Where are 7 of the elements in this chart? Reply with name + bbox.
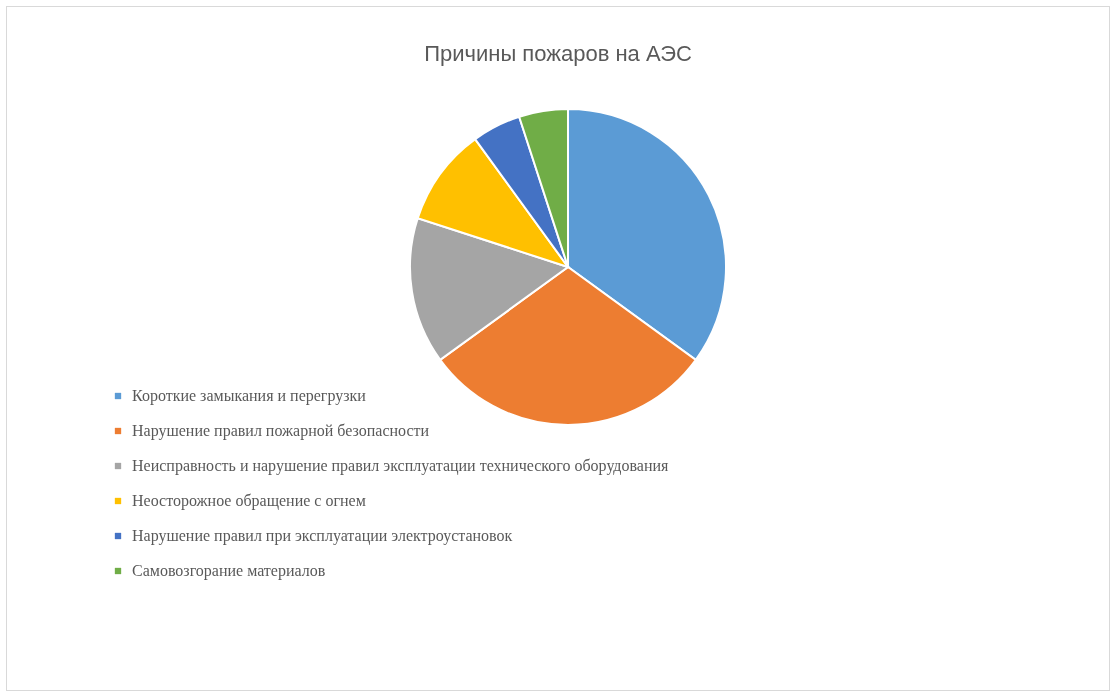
legend-label: Неосторожное обращение с огнем bbox=[132, 492, 366, 510]
legend-label: Короткие замыкания и перегрузки bbox=[132, 387, 367, 405]
legend-label: Самовозгорание материалов bbox=[132, 562, 326, 580]
legend-label: Неисправность и нарушение правил эксплуатации технического оборудования bbox=[132, 457, 670, 475]
legend-label: Нарушение правил пожарной безопасности bbox=[132, 422, 430, 440]
chart-title: Причины пожаров на АЭС bbox=[424, 41, 692, 66]
legend-label: Нарушение правил при эксплуатации электроустановок bbox=[132, 527, 513, 545]
